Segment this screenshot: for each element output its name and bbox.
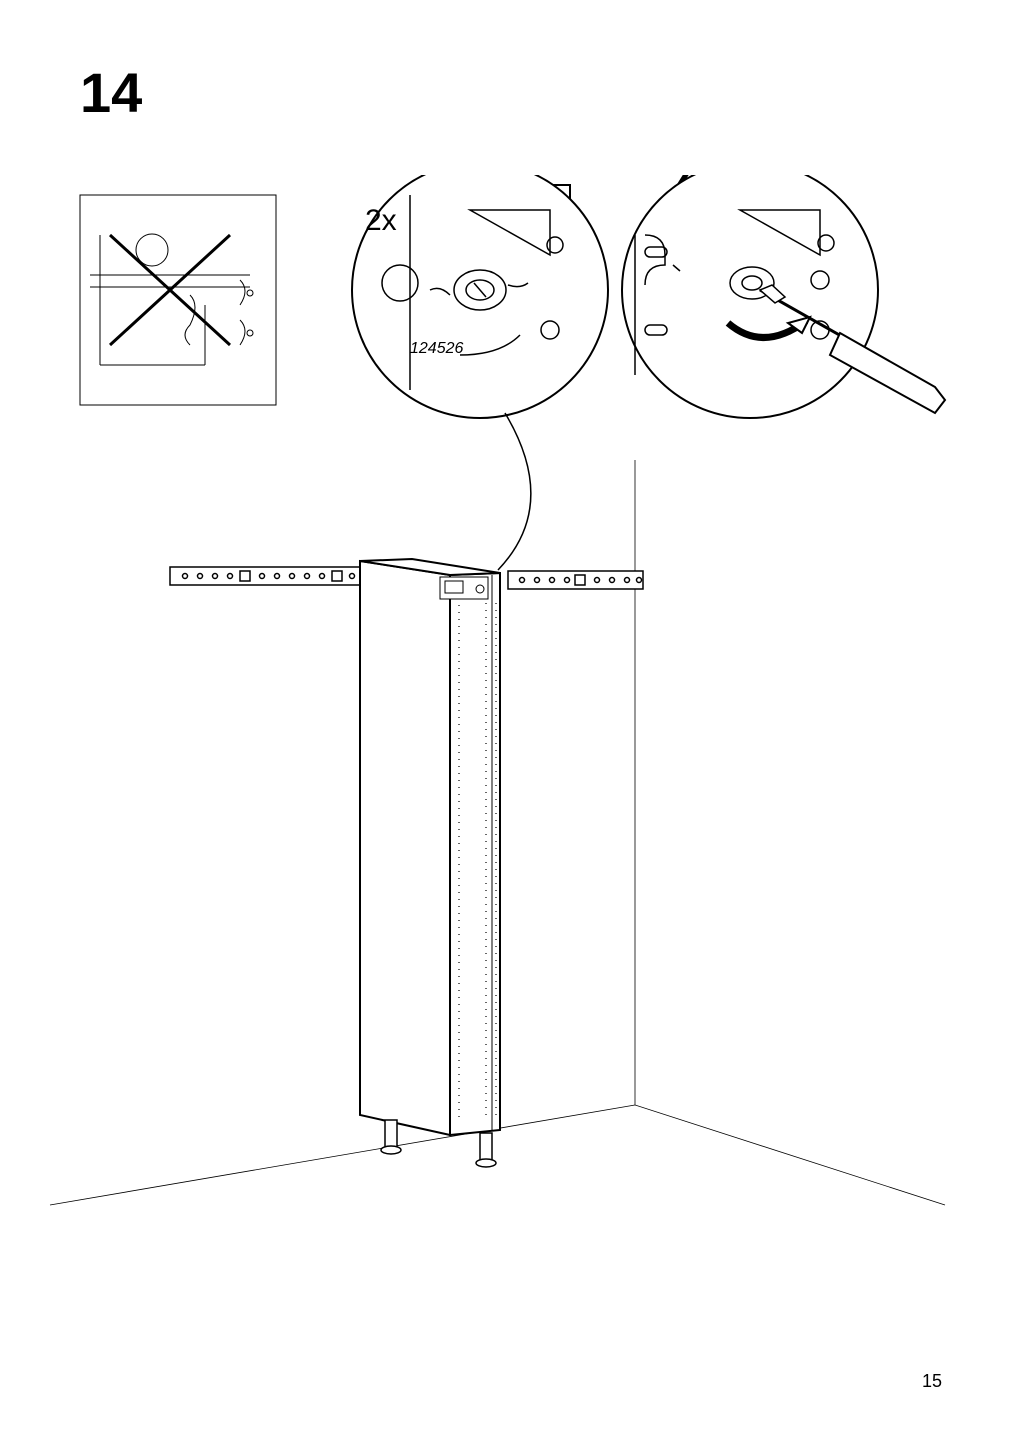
diagram-svg: 2x 124526 bbox=[40, 175, 970, 1345]
step-number: 14 bbox=[80, 60, 142, 125]
part-number: 124526 bbox=[410, 340, 463, 357]
crossout-panel bbox=[80, 195, 276, 405]
assembly-diagram: 2x 124526 bbox=[40, 175, 970, 1345]
detail-middle: 2x 124526 bbox=[352, 175, 608, 418]
wall-rail-left bbox=[170, 567, 360, 585]
main-cabinet bbox=[50, 460, 945, 1205]
page-number: 15 bbox=[922, 1371, 942, 1392]
detail-right bbox=[622, 175, 945, 418]
quantity-label: 2x bbox=[365, 204, 397, 237]
callout-leader bbox=[498, 413, 531, 570]
wall-rail-right bbox=[508, 571, 643, 589]
